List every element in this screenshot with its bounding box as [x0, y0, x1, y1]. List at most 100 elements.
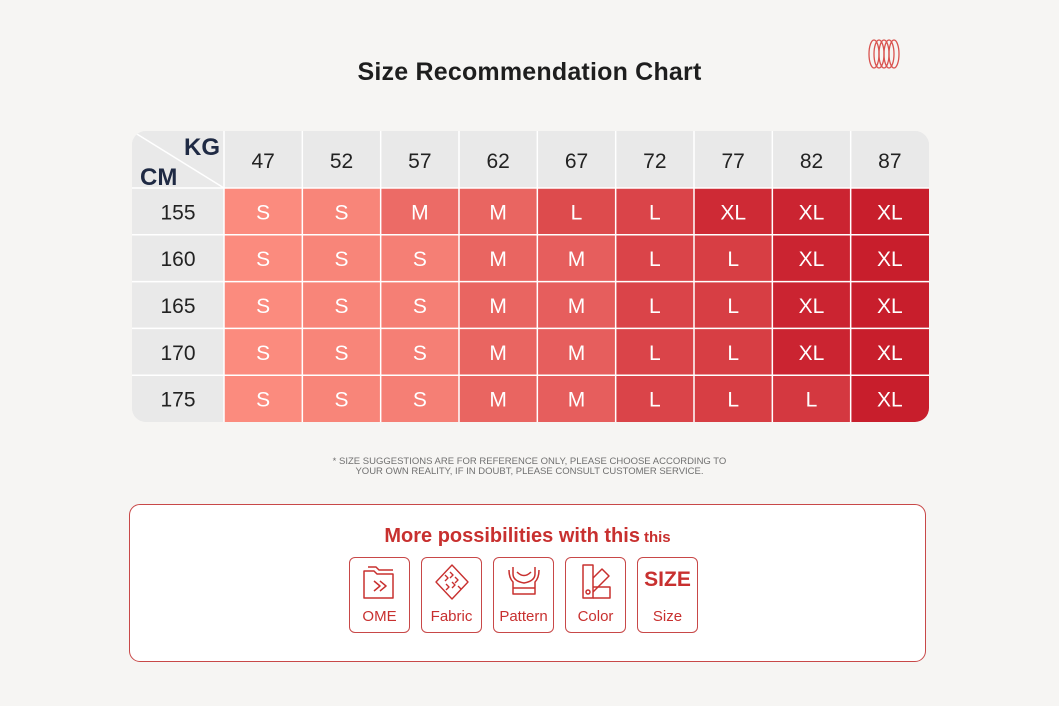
size-cell-label: S	[334, 295, 348, 318]
height-header: 170	[160, 342, 195, 365]
size-cell-label: S	[256, 389, 270, 412]
promo-item-pattern[interactable]: Pattern	[493, 557, 554, 633]
color-swatch-icon	[582, 564, 611, 599]
size-cell	[380, 234, 459, 282]
size-cell	[302, 188, 381, 235]
size-cell-label: M	[568, 342, 586, 365]
brand-logo-icon	[868, 39, 900, 69]
size-cell	[772, 234, 851, 282]
promo-item-color[interactable]: Color	[565, 557, 626, 633]
promo-item-size[interactable]: SIZE Size	[637, 557, 698, 633]
size-cell-label: S	[256, 201, 270, 224]
fabric-icon	[435, 564, 469, 600]
weight-header: 72	[643, 150, 666, 173]
size-cell	[224, 375, 303, 422]
size-text-icon: SIZE	[644, 568, 691, 591]
size-cell-label: S	[413, 342, 427, 365]
size-cell-label: L	[727, 248, 739, 271]
size-cell-label: M	[489, 342, 507, 365]
size-cell	[224, 234, 303, 282]
size-cell	[459, 234, 538, 282]
size-cell	[615, 234, 694, 282]
weight-header: 62	[486, 150, 509, 173]
size-cell	[850, 328, 929, 376]
size-cell	[224, 328, 303, 376]
weight-header: 67	[565, 150, 588, 173]
size-cell-label: M	[568, 295, 586, 318]
size-cell	[694, 375, 773, 422]
size-cell	[380, 375, 459, 422]
table-header-bg	[132, 131, 929, 188]
size-cell-label: L	[649, 295, 661, 318]
size-cell-label: XL	[720, 201, 746, 224]
disclaimer-line-2: YOUR OWN REALITY, IF IN DOUBT, PLEASE CO…	[355, 466, 704, 477]
folder-icon	[363, 566, 394, 599]
size-cell	[850, 234, 929, 282]
size-cell	[459, 188, 538, 235]
promo-item-label: Fabric	[430, 608, 473, 625]
size-cell	[380, 328, 459, 376]
size-cell-label: S	[256, 295, 270, 318]
size-cell	[850, 281, 929, 329]
size-cell	[615, 281, 694, 329]
size-cell	[615, 375, 694, 422]
promo-items: OME Fabric Pattern	[349, 557, 698, 633]
size-cell-label: S	[334, 389, 348, 412]
page-title: Size Recommendation Chart	[357, 58, 702, 86]
size-cell-label: XL	[799, 248, 825, 271]
size-cell-label: L	[806, 389, 818, 412]
size-cell	[615, 328, 694, 376]
size-cell-label: L	[649, 342, 661, 365]
weight-header: 57	[408, 150, 431, 173]
corner-kg-label: KG	[184, 134, 220, 161]
size-cell-label: XL	[799, 342, 825, 365]
promo-item-label: OME	[362, 608, 397, 625]
size-cell	[850, 188, 929, 235]
size-cell-label: M	[489, 389, 507, 412]
size-cell-label: XL	[799, 295, 825, 318]
size-cell-label: L	[649, 389, 661, 412]
size-cell-label: S	[413, 248, 427, 271]
weight-header: 87	[878, 150, 901, 173]
size-cell	[380, 188, 459, 235]
size-cell-label: L	[727, 342, 739, 365]
promo-title-text: More possibilities with this	[384, 525, 640, 547]
promo-item-ome[interactable]: OME	[349, 557, 410, 633]
promo-panel: More possibilities with this this OME Fab	[129, 504, 926, 662]
size-cell	[772, 188, 851, 235]
size-cell-label: XL	[877, 295, 903, 318]
weight-header: 52	[330, 150, 353, 173]
size-cell-label: S	[256, 248, 270, 271]
size-cell-label: M	[568, 389, 586, 412]
size-cell	[302, 281, 381, 329]
size-cell-label: XL	[877, 201, 903, 224]
size-cell	[772, 281, 851, 329]
size-cell	[459, 328, 538, 376]
size-cell	[850, 375, 929, 422]
size-cell	[694, 234, 773, 282]
size-cell	[537, 375, 616, 422]
size-cell	[380, 281, 459, 329]
size-cell-label: M	[489, 201, 507, 224]
disclaimer-line-1: * SIZE SUGGESTIONS ARE FOR REFERENCE ONL…	[332, 456, 727, 467]
size-cell	[224, 188, 303, 235]
row-header-bg	[132, 131, 224, 422]
size-cell-label: L	[649, 201, 661, 224]
size-cell-label: XL	[877, 248, 903, 271]
size-cell	[694, 281, 773, 329]
corner-cm-label: CM	[140, 164, 177, 191]
size-cell	[615, 188, 694, 235]
size-cell	[694, 328, 773, 376]
size-cell-label: XL	[877, 389, 903, 412]
height-header: 160	[160, 248, 195, 271]
size-chart: KG CM 47 52 57 62 67 72 77 82 87 155 S S M M L L XL XL XL 160…	[132, 131, 929, 422]
size-cell-label: S	[413, 389, 427, 412]
size-cell-label: L	[727, 295, 739, 318]
size-cell	[537, 188, 616, 235]
size-cell	[302, 328, 381, 376]
size-cell	[537, 234, 616, 282]
promo-item-fabric[interactable]: Fabric	[421, 557, 482, 633]
corner-diagonal	[132, 131, 225, 189]
size-cell	[302, 375, 381, 422]
size-cell	[772, 328, 851, 376]
